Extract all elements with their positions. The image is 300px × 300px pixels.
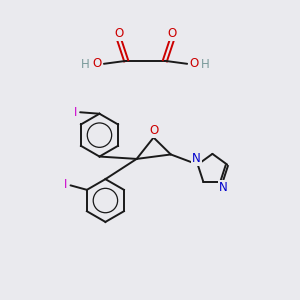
Text: I: I: [64, 178, 68, 191]
Text: O: O: [189, 57, 198, 70]
Text: O: O: [168, 27, 177, 40]
Text: O: O: [114, 27, 123, 40]
Text: H: H: [81, 58, 90, 71]
Text: O: O: [149, 124, 158, 137]
Text: H: H: [201, 58, 210, 71]
Text: O: O: [93, 57, 102, 70]
Text: I: I: [74, 106, 77, 119]
Text: N: N: [192, 152, 201, 165]
Text: N: N: [219, 181, 227, 194]
